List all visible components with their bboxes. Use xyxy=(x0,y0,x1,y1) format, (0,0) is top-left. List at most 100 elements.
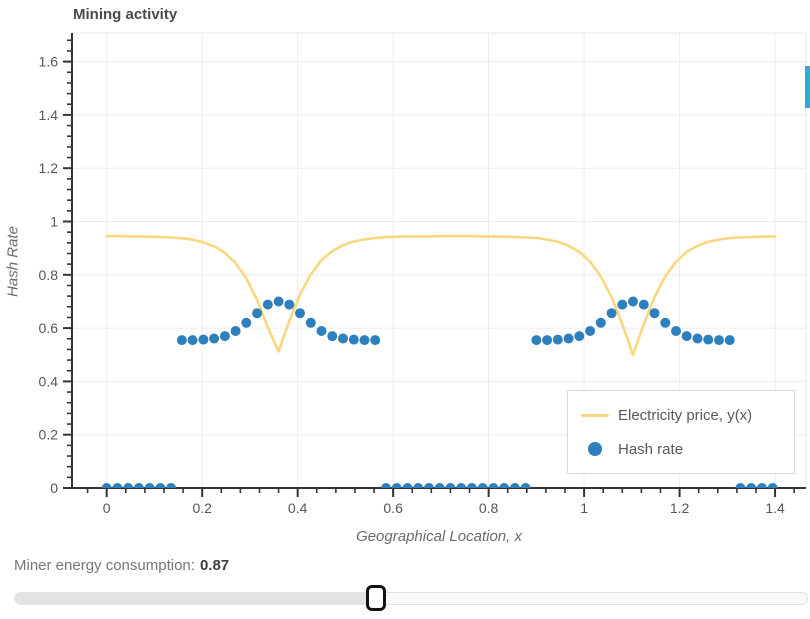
hash-rate-dot xyxy=(617,299,628,310)
hash-rate-dot xyxy=(305,317,316,328)
x-tick-label: 0.8 xyxy=(479,500,499,516)
slider-handle[interactable] xyxy=(366,585,386,611)
hash-rate-dot xyxy=(595,317,606,328)
hash-rate-dot xyxy=(209,333,220,344)
y-axis-title: Hash Rate xyxy=(4,226,22,297)
hash-rate-dot xyxy=(585,326,596,336)
dot-swatch-icon xyxy=(588,442,602,456)
chart-figure: 0 0.2 0.4 0.6 0.8 1 1.2 1.4 0 0.2 0.4 0.6 0.8 1 1.2 1.4… xyxy=(4,6,807,545)
x-tick-label: 1.2 xyxy=(670,500,690,516)
hash-rate-dot xyxy=(756,483,767,488)
hash-rate-dot xyxy=(359,335,370,346)
slider-readout-value: 0.87 xyxy=(199,557,230,574)
hash-rate-dot xyxy=(531,335,542,346)
hash-rate-dot xyxy=(724,335,735,346)
x-tick-label: 0.6 xyxy=(383,500,403,516)
hash-rate-dot xyxy=(671,326,681,336)
hash-rate-dots xyxy=(101,296,778,488)
hash-rate-dot xyxy=(273,296,284,307)
hash-rate-dot xyxy=(241,317,252,328)
legend-item-electricity-price: Electricity price, y(x) xyxy=(568,398,794,432)
x-axis-title: Geographical Location, x xyxy=(356,528,522,545)
chart-legend: Electricity price, y(x) Hash rate xyxy=(567,390,795,474)
hash-rate-dot xyxy=(552,334,563,345)
hash-rate-dot xyxy=(638,299,649,310)
y-tick-label: 0.4 xyxy=(39,373,59,389)
hash-rate-dot xyxy=(144,483,155,488)
hash-rate-dot xyxy=(166,483,177,488)
electricity-price-line xyxy=(105,234,777,357)
hash-rate-dot xyxy=(327,331,338,342)
hash-rate-dot xyxy=(381,483,391,488)
hash-rate-dot xyxy=(466,483,477,488)
slider-readout: Miner energy consumption: 0.87 xyxy=(14,557,229,574)
x-tick-label: 1.4 xyxy=(765,500,785,516)
x-tick-label: 0.4 xyxy=(288,500,308,516)
hash-rate-dot xyxy=(295,308,305,319)
chart-title: Mining activity xyxy=(73,6,178,23)
hash-rate-dot xyxy=(714,335,724,346)
hash-rate-dot xyxy=(509,483,520,488)
hash-rate-dot xyxy=(413,483,424,488)
hash-rate-dot xyxy=(520,483,531,488)
hash-rate-dot xyxy=(370,335,381,346)
hash-rate-dot xyxy=(649,308,660,319)
hash-rate-dot xyxy=(660,317,671,328)
plot-canvas: 0 0.2 0.4 0.6 0.8 1 1.2 1.4 0 0.2 0.4 0.6 0.8 1 1.2 1.4… xyxy=(39,32,807,516)
hash-rate-dot xyxy=(230,326,241,336)
hash-rate-dot xyxy=(692,333,703,344)
legend-label: Electricity price, y(x) xyxy=(618,406,753,424)
hash-rate-dot xyxy=(488,483,499,488)
legend-label: Hash rate xyxy=(618,440,684,458)
hash-rate-dot xyxy=(681,331,692,342)
hash-rate-dot xyxy=(542,335,553,346)
hash-rate-dot xyxy=(252,308,263,319)
hash-rate-dot xyxy=(187,335,198,346)
hash-rate-dot xyxy=(219,331,230,342)
y-tick-label: 1.6 xyxy=(39,54,59,70)
hash-rate-dot xyxy=(155,483,166,488)
hash-rate-dot xyxy=(563,333,574,344)
hash-rate-dot xyxy=(606,308,617,319)
legend-item-hash-rate: Hash rate xyxy=(568,432,794,466)
hash-rate-dot xyxy=(391,483,402,488)
x-tick-label: 0.2 xyxy=(192,500,212,516)
hash-rate-dot xyxy=(746,483,757,488)
y-tick-label: 0.6 xyxy=(39,320,59,336)
hash-rate-dot xyxy=(735,483,746,488)
y-tick-label: 1.2 xyxy=(39,160,59,176)
y-tick-label: 0.8 xyxy=(39,267,59,283)
hash-rate-dot xyxy=(176,335,187,346)
hash-rate-dot xyxy=(316,326,327,336)
x-tick-label: 1 xyxy=(580,500,588,516)
hash-rate-dot xyxy=(101,483,112,488)
energy-consumption-slider[interactable] xyxy=(14,585,808,611)
scrollbar-thumb[interactable] xyxy=(805,66,810,108)
hash-rate-dot xyxy=(628,296,638,307)
hash-rate-dot xyxy=(445,483,456,488)
y-tick-label: 1.4 xyxy=(39,107,59,123)
slider-readout-label: Miner energy consumption: xyxy=(14,557,195,574)
hash-rate-dot xyxy=(112,483,123,488)
hash-rate-dot xyxy=(456,483,467,488)
hash-rate-dot xyxy=(499,483,510,488)
y-tick-label: 0.2 xyxy=(39,427,59,443)
hash-rate-dot xyxy=(133,483,144,488)
slider-track-rest[interactable] xyxy=(376,592,808,605)
hash-rate-dot xyxy=(477,483,488,488)
hash-rate-dot xyxy=(574,331,585,342)
hash-rate-dot xyxy=(123,483,134,488)
hash-rate-dot xyxy=(338,333,348,344)
hash-rate-dot xyxy=(434,483,445,488)
slider-track-filled[interactable] xyxy=(14,592,376,605)
hash-rate-dot xyxy=(348,334,359,345)
hash-rate-dot xyxy=(423,483,434,488)
y-tick-label: 0 xyxy=(50,480,58,496)
line-swatch-icon xyxy=(581,413,609,417)
hash-rate-dot xyxy=(284,299,295,310)
hash-rate-dot xyxy=(198,334,209,345)
x-tick-label: 0 xyxy=(103,500,111,516)
hash-rate-dot xyxy=(402,483,413,488)
hash-rate-dot xyxy=(767,483,778,488)
